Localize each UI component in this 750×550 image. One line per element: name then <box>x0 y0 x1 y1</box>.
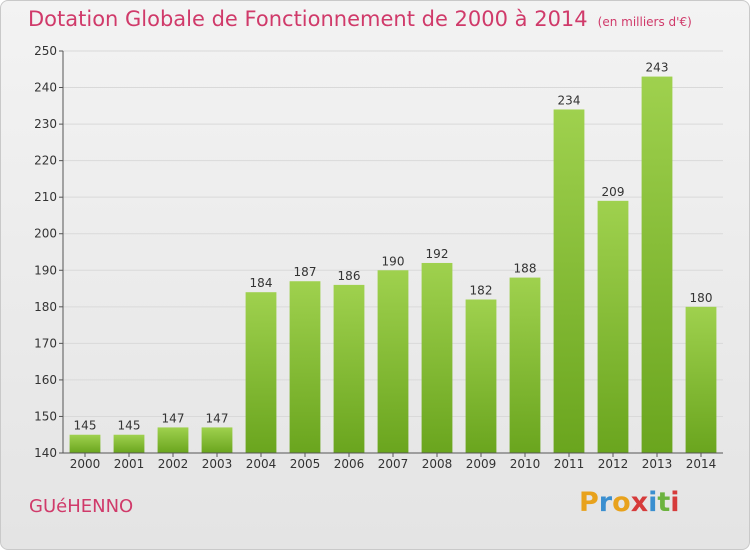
bar-value-label: 147 <box>162 411 185 425</box>
y-tick-label: 190 <box>34 263 57 277</box>
logo-letter: r <box>598 487 613 518</box>
y-tick-label: 170 <box>34 336 57 350</box>
x-tick-label: 2005 <box>290 457 321 471</box>
bar-value-label: 145 <box>118 419 141 433</box>
bar-value-label: 209 <box>602 185 625 199</box>
x-tick-label: 2002 <box>158 457 189 471</box>
bar-value-label: 190 <box>382 254 405 268</box>
x-tick-label: 2014 <box>686 457 717 471</box>
bar-value-label: 147 <box>206 411 229 425</box>
y-axis: 140 150 160 170 180 190 200 210 220 230 240 250 <box>34 44 64 460</box>
y-tick-label: 250 <box>34 44 57 58</box>
bar <box>201 427 233 453</box>
x-tick-label: 2001 <box>114 457 145 471</box>
chart-title-text: Dotation Globale de Fonctionnement de 20… <box>28 7 588 31</box>
bar-value-label: 184 <box>250 276 273 290</box>
logo-letter: P <box>579 487 599 518</box>
bar <box>641 76 673 453</box>
logo-letter: i <box>648 487 658 518</box>
logo-letter: o <box>612 487 631 518</box>
bars: 145 145 147 147 184 187 186 190 192 182 188 234 209 2… <box>69 61 717 454</box>
x-tick-label: 2010 <box>510 457 541 471</box>
bar <box>685 306 717 453</box>
x-tick-label: 2009 <box>466 457 497 471</box>
x-tick-label: 2013 <box>642 457 673 471</box>
bar <box>157 427 189 453</box>
bar-value-label: 188 <box>514 262 537 276</box>
x-tick-label: 2004 <box>246 457 277 471</box>
y-tick-label: 220 <box>34 154 57 168</box>
bar <box>465 299 497 453</box>
proxiti-logo: Proxiti <box>579 487 680 518</box>
bar-value-label: 182 <box>470 284 493 298</box>
y-tick-label: 160 <box>34 373 57 387</box>
x-tick-label: 2011 <box>554 457 585 471</box>
x-tick-label: 2007 <box>378 457 409 471</box>
y-tick-label: 240 <box>34 81 57 95</box>
bar <box>509 277 541 453</box>
bar <box>289 281 321 453</box>
x-tick-label: 2006 <box>334 457 365 471</box>
bar <box>333 284 365 453</box>
logo-letter: t <box>657 487 671 518</box>
x-tick-label: 2000 <box>70 457 101 471</box>
x-tick-label: 2012 <box>598 457 629 471</box>
bar-value-label: 186 <box>338 269 361 283</box>
bar <box>421 262 453 453</box>
x-axis: 2000 2001 2002 2003 2004 2005 2006 2007 2008 2009… <box>63 452 723 471</box>
bar <box>597 200 629 453</box>
bar-value-label: 192 <box>426 247 449 261</box>
y-tick-label: 200 <box>34 227 57 241</box>
logo-letter: x <box>630 487 649 518</box>
bar <box>245 292 277 453</box>
bar <box>377 270 409 453</box>
y-tick-label: 180 <box>34 300 57 314</box>
bar-value-label: 180 <box>690 291 713 305</box>
bar-value-label: 145 <box>74 419 97 433</box>
bar <box>113 434 145 453</box>
x-tick-label: 2003 <box>202 457 233 471</box>
y-tick-label: 150 <box>34 409 57 423</box>
bar-value-label: 234 <box>558 93 581 107</box>
bar <box>553 109 585 454</box>
y-tick-label: 140 <box>34 446 57 460</box>
y-tick-label: 210 <box>34 190 57 204</box>
chart-subtitle: (en milliers d'€) <box>597 15 692 29</box>
commune-name: GUéHENNO <box>29 496 134 517</box>
chart-title: Dotation Globale de Fonctionnement de 20… <box>28 7 692 31</box>
bar-value-label: 243 <box>646 61 669 75</box>
y-tick-label: 230 <box>34 117 57 131</box>
x-tick-label: 2008 <box>422 457 453 471</box>
bar-value-label: 187 <box>294 265 317 279</box>
logo-letter: i <box>670 487 680 518</box>
bar <box>69 434 101 453</box>
